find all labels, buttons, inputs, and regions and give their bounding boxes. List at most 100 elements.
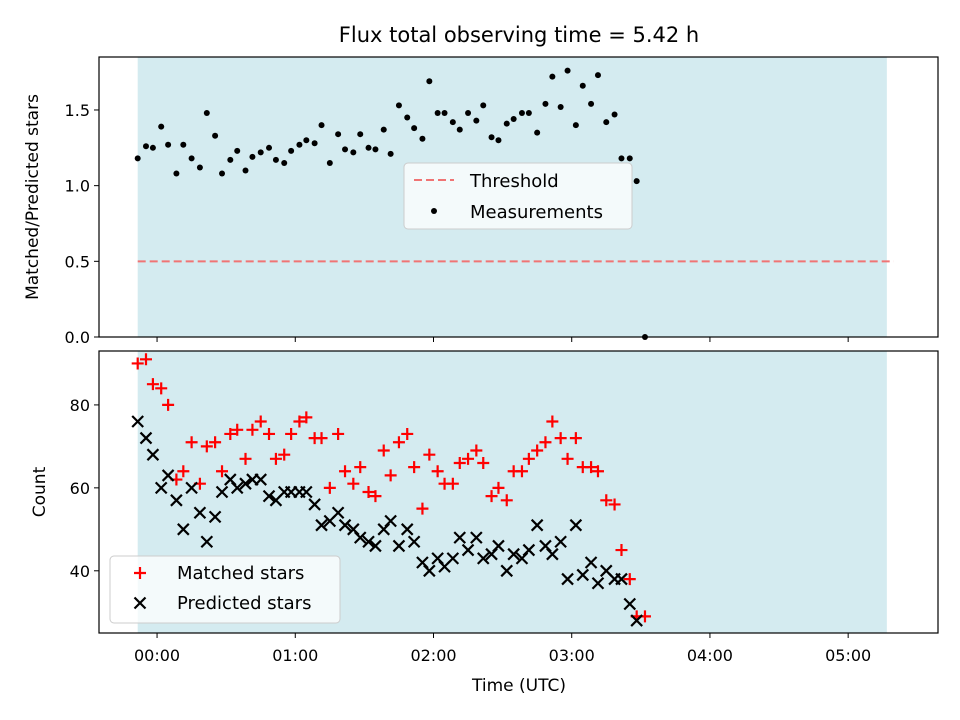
matched-star-point — [285, 427, 298, 440]
top-y-tick-label: 1.5 — [65, 101, 90, 120]
predicted-star-point — [154, 481, 168, 495]
matched-star-point — [200, 440, 213, 453]
measurement-point — [611, 111, 618, 118]
matched-star-point — [354, 461, 367, 474]
matched-star-point — [224, 427, 237, 440]
measurement-point — [227, 156, 234, 163]
measurement-point — [572, 122, 579, 129]
predicted-star-point — [177, 523, 190, 536]
legend-threshold-label: Threshold — [469, 171, 559, 192]
predicted-star-point — [500, 564, 514, 578]
predicted-star-point — [546, 547, 559, 561]
matched-star-point — [462, 452, 475, 465]
matched-star-point — [539, 436, 552, 449]
matched-star-point — [600, 494, 613, 507]
predicted-star-point — [615, 572, 628, 586]
matched-star-point — [384, 469, 397, 482]
predicted-star-point — [554, 535, 567, 549]
matched-star-point — [408, 461, 421, 474]
legend-predicted-swatch — [133, 596, 147, 610]
measurement-point — [196, 164, 203, 171]
legend-predicted-label: Predicted stars — [177, 593, 311, 614]
predicted-star-point — [161, 469, 175, 482]
measurement-point — [588, 100, 595, 107]
matched-star-point — [239, 452, 252, 465]
bottom-y-axis-label: Count — [30, 466, 50, 517]
matched-star-point — [423, 448, 436, 461]
measurement-point — [342, 146, 349, 153]
matched-star-point — [546, 415, 559, 428]
matched-star-point — [615, 544, 628, 557]
predicted-star-point — [254, 473, 267, 486]
measurement-point — [387, 150, 394, 157]
matched-star-point — [401, 427, 414, 440]
measurement-point — [404, 114, 411, 121]
measurement-point — [165, 141, 172, 148]
measurement-point — [411, 125, 418, 132]
measurement-point — [441, 110, 448, 116]
matched-star-point — [485, 490, 498, 503]
measurement-point — [318, 122, 325, 129]
matched-star-point — [246, 423, 259, 436]
measurement-point — [579, 82, 586, 89]
measurement-point — [449, 119, 456, 126]
predicted-star-point — [591, 576, 605, 590]
bottom-y-tick-label: 40 — [70, 562, 90, 581]
measurement-point — [480, 102, 487, 109]
measurement-point — [158, 123, 165, 130]
predicted-star-point — [315, 518, 328, 532]
chart-title: Flux total observing time = 5.42 h — [339, 23, 699, 47]
measurement-point — [564, 67, 571, 74]
matched-star-point — [585, 461, 598, 474]
matched-star-point — [162, 398, 175, 411]
predicted-star-point — [139, 431, 153, 445]
matched-star-point — [492, 481, 505, 494]
top-y-tick-label: 0.5 — [65, 252, 90, 271]
matched-star-point — [416, 502, 429, 515]
matched-star-point — [392, 436, 405, 449]
x-tick-label: 01:00 — [272, 646, 318, 665]
legend-measurements-swatch — [431, 208, 437, 214]
top-y-tick-label: 1.0 — [65, 177, 90, 196]
legend-matched-label: Matched stars — [177, 563, 304, 584]
measurement-point — [549, 73, 556, 80]
measurement-point — [488, 134, 495, 141]
matched-star-point — [569, 432, 582, 445]
top-plot-frame — [98, 56, 939, 338]
predicted-star-point — [476, 552, 490, 565]
matched-star-point — [139, 353, 152, 366]
predicted-star-point — [362, 535, 375, 549]
measurement-point — [495, 137, 502, 144]
legend-measurements-label: Measurements — [470, 202, 603, 223]
measurement-point — [326, 159, 333, 166]
legend-matched-swatch — [134, 567, 146, 579]
predicted-star-point — [262, 489, 276, 503]
matched-star-point — [554, 432, 567, 445]
predicted-star-point — [400, 523, 414, 536]
predicted-star-point — [170, 494, 183, 507]
x-axis-label: Time (UTC) — [471, 676, 566, 696]
bottom-panel: 40 60 80 00:00 01:00 02:00 03:00 04:00 05:00 Matc… — [70, 350, 939, 665]
predicted-star-point — [470, 531, 483, 544]
matched-star-point — [369, 490, 382, 503]
matched-star-point — [131, 357, 144, 370]
measurement-point — [473, 117, 480, 124]
matched-star-point — [623, 573, 636, 586]
measurement-point — [525, 110, 532, 116]
measurement-point — [188, 155, 195, 162]
predicted-star-point — [576, 568, 590, 582]
measurement-point — [626, 155, 633, 162]
predicted-star-point — [492, 539, 505, 553]
measurement-point — [180, 141, 187, 148]
bottom-y-tick-label: 60 — [70, 479, 90, 498]
measurement-point — [173, 170, 180, 177]
predicted-star-point — [446, 552, 460, 565]
measurement-point — [335, 131, 342, 138]
top-panel: 0.0 0.5 1.0 1.5 Threshold Measurements — [65, 56, 939, 347]
top-legend-box — [403, 162, 633, 230]
matched-star-point — [500, 494, 513, 507]
matched-star-point — [293, 415, 306, 428]
measurement-point — [434, 110, 441, 116]
matched-star-point — [254, 415, 267, 428]
matched-star-point — [332, 427, 345, 440]
